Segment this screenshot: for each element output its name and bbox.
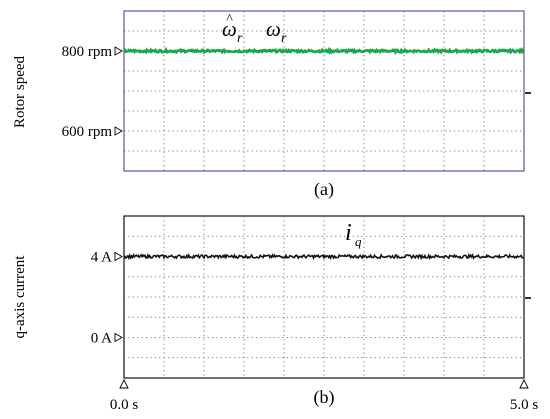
panel-a-series-labels: ω^r ω r [222,12,287,46]
series-symbol-subscript: r [281,31,287,46]
y-tick-label: 0 A [91,331,112,347]
panel-b-grid [124,216,524,378]
panel-a-right-marker [525,92,531,94]
y-tick-label: 600 rpm [62,124,113,140]
y-tick-marker [114,251,123,262]
panel-b-y-ticks: 4 A 0 A [91,250,123,347]
y-tick-marker [114,332,123,343]
series-symbol: i [345,220,352,246]
panel-b-series [123,252,525,261]
y-tick-marker [114,46,123,56]
series-symbol: ω [266,17,281,41]
series-symbol-subscript: q [355,234,362,249]
series-label: ω^ r [222,12,243,46]
x-tick-marker [519,378,529,389]
panel-a-caption: (a) [314,179,334,200]
y-tick-marker [114,126,123,136]
x-tick-marker [119,378,129,389]
panel-b-y-axis-label: q-axis current [12,255,28,339]
x-tick-label: 0.0 s [110,397,139,413]
panel-a-y-axis-label: Rotor speed [12,55,28,128]
series-symbol: ω [222,17,237,41]
panel-a-y-ticks: 800 rpm 600 rpm [62,44,123,140]
panel-b-x-ticks: 0.0 s 5.0 s [110,378,539,413]
panel-b-caption: (b) [314,387,335,408]
series-symbol-subscript: r [237,31,243,46]
y-tick-label: 800 rpm [62,44,113,60]
panel-a-series [123,46,525,56]
series-trace [123,46,525,56]
x-tick-label: 5.0 s [510,397,539,413]
panel-a-grid [124,11,524,171]
series-trace [123,252,525,261]
y-tick-label: 4 A [91,250,112,266]
panel-b-right-marker [525,297,531,299]
series-symbol-hat: ^ [226,12,233,27]
